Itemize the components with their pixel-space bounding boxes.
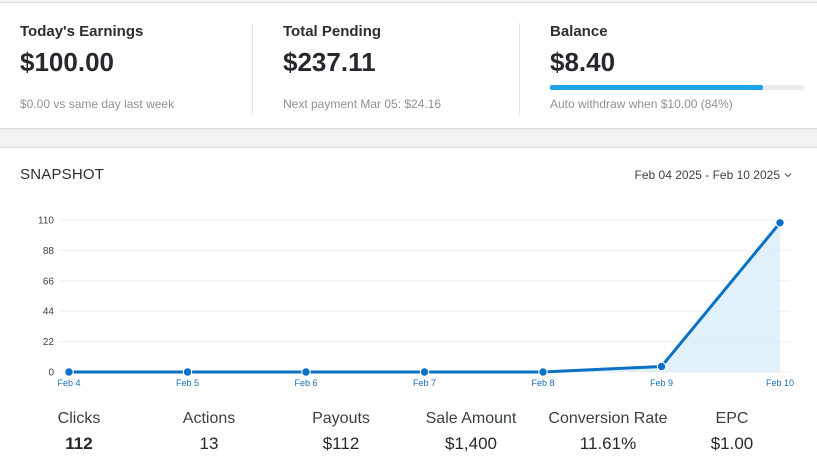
data-point: [301, 367, 311, 377]
y-tick-label: 66: [43, 276, 55, 287]
balance-metric: Balance $8.40 Auto withdraw when $10.00 …: [550, 3, 810, 130]
data-point: [775, 218, 785, 228]
total-pending-metric: Total Pending $237.11 Next payment Mar 0…: [283, 3, 513, 130]
stat-clicks: Clicks 112: [14, 410, 144, 454]
stat-value: 112: [65, 434, 93, 453]
stat-label: Payouts: [312, 410, 370, 427]
stat-label: Actions: [182, 410, 236, 427]
todays-earnings-metric: Today's Earnings $100.00 $0.00 vs same d…: [20, 3, 250, 130]
stat-value: $1,400: [445, 434, 497, 453]
series-area: [69, 222, 780, 372]
data-point: [64, 367, 74, 377]
y-tick-label: 44: [43, 307, 55, 318]
stat-value: $1.00: [710, 434, 754, 453]
stat-value: 13: [199, 434, 219, 453]
stat-label: Conversion Rate: [548, 410, 668, 427]
stat-epc: EPC $1.00: [667, 410, 797, 454]
stat-value: 11.61%: [579, 434, 637, 453]
snapshot-title: SNAPSHOT: [20, 166, 105, 183]
snapshot-card: SNAPSHOT Feb 04 2025 - Feb 10 2025 0 22 44…: [0, 147, 817, 460]
data-point: [419, 367, 430, 377]
stat-label: Sale Amount: [425, 410, 517, 427]
x-tick-label: Feb 8: [531, 378, 554, 388]
date-range-label: Feb 04 2025 - Feb 10 2025: [634, 168, 780, 182]
y-tick-label: 0: [48, 368, 54, 379]
date-range-picker[interactable]: Feb 04 2025 - Feb 10 2025: [635, 168, 792, 182]
snapshot-chart: 0 22 44 66 88 110 Feb 4 Feb 5 Feb 6 Feb 7 Feb 8 Feb…: [38, 216, 794, 389]
auto-withdraw-progress-fill: [550, 85, 764, 90]
total-pending-title: Total Pending: [283, 23, 382, 40]
auto-withdraw-text: Auto withdraw when $10.00 (84%): [550, 97, 733, 111]
auto-withdraw-progress: [550, 85, 804, 90]
x-tick-label: Feb 7: [413, 378, 436, 388]
stat-actions: Actions 13: [144, 410, 274, 454]
todays-earnings-comparison: $0.00 vs same day last week: [20, 97, 175, 111]
x-tick-label: Feb 9: [650, 378, 673, 388]
y-tick-label: 88: [43, 246, 55, 257]
y-tick-label: 110: [38, 216, 54, 227]
divider: [519, 23, 520, 115]
x-tick-label: Feb 5: [176, 378, 199, 388]
x-tick-label: Feb 10: [766, 378, 794, 388]
chevron-down-icon: [784, 173, 792, 178]
series-line: [69, 221, 782, 374]
y-tick-label: 22: [43, 337, 55, 348]
stat-conversion-rate: Conversion Rate 11.61%: [536, 410, 680, 454]
next-payment-text: Next payment Mar 05: $24.16: [283, 97, 442, 111]
stat-label: Clicks: [57, 410, 101, 427]
stat-sale-amount: Sale Amount $1,400: [406, 410, 536, 454]
stat-label: EPC: [715, 410, 749, 427]
summary-card: Today's Earnings $100.00 $0.00 vs same d…: [0, 2, 817, 129]
balance-value: $8.40: [550, 47, 616, 77]
x-tick-label: Feb 4: [57, 378, 80, 388]
todays-earnings-title: Today's Earnings: [20, 23, 144, 40]
data-point: [656, 361, 667, 372]
stat-payouts: Payouts $112: [276, 410, 406, 454]
stat-value: $112: [322, 434, 360, 453]
divider: [252, 23, 253, 115]
data-point: [182, 367, 193, 377]
x-tick-label: Feb 6: [294, 378, 317, 388]
snapshot-stats: Clicks 112 Actions 13 Payouts $112 Sale …: [1, 410, 817, 460]
total-pending-value: $237.11: [283, 47, 376, 77]
data-point: [538, 367, 548, 377]
todays-earnings-value: $100.00: [20, 47, 114, 77]
balance-title: Balance: [550, 23, 608, 40]
